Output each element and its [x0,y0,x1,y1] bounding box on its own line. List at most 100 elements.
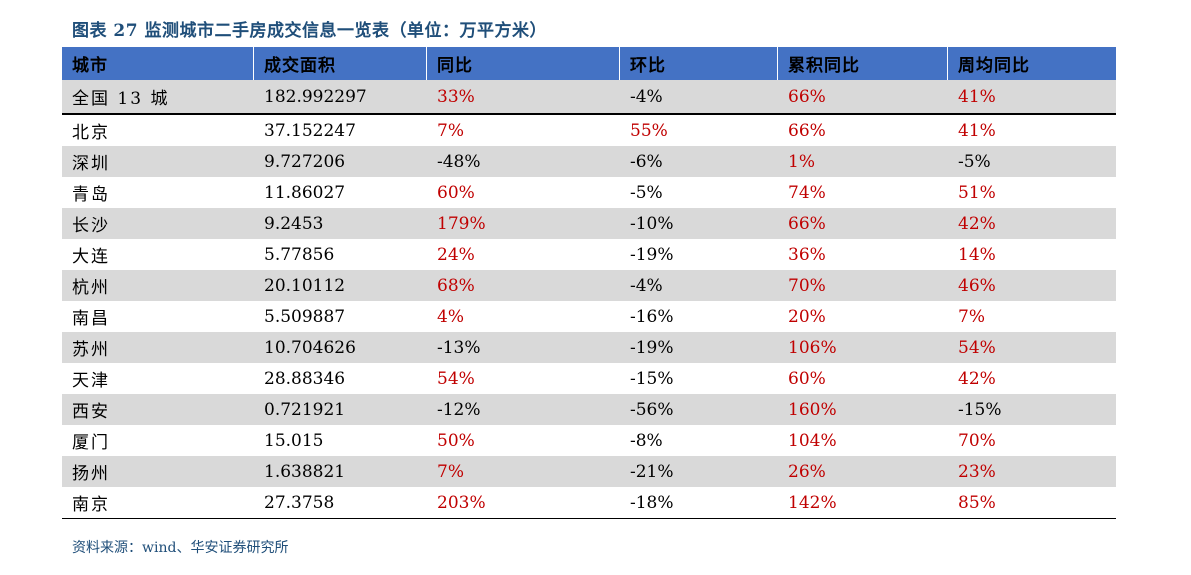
cell-weekly-avg-yoy: 14% [958,244,996,265]
cell-mom: -6% [630,151,663,172]
cell-area: 27.3758 [264,492,335,513]
cell-area: 15.015 [264,430,324,451]
cell-yoy: 203% [437,492,486,513]
cell-mom: -4% [630,86,663,107]
cell-cumulative-yoy: 104% [788,430,837,451]
cell-city: 长沙 [72,216,110,236]
header-city: 城市 [62,47,254,80]
cell-weekly-avg-yoy: 42% [958,213,996,234]
cell-city: 南京 [72,495,110,515]
cell-yoy: 60% [437,182,475,203]
cell-weekly-avg-yoy: 23% [958,461,996,482]
cell-city: 扬州 [72,464,110,484]
table-row: 厦门 15.015 50% -8% 104% 70% [62,425,1116,456]
cell-yoy: -12% [437,399,481,420]
table-row: 杭州 20.10112 68% -4% 70% 46% [62,270,1116,301]
table-row: 深圳 9.727206 -48% -6% 1% -5% [62,146,1116,177]
table-row: 西安 0.721921 -12% -56% 160% -15% [62,394,1116,425]
cell-cumulative-yoy: 36% [788,244,826,265]
cell-cumulative-yoy: 66% [788,86,826,107]
cell-yoy: 24% [437,244,475,265]
cell-mom: -8% [630,430,663,451]
header-area: 成交面积 [254,47,427,80]
cell-cumulative-yoy: 1% [788,151,815,172]
source-note: 资料来源：wind、华安证券研究所 [72,540,289,556]
cell-mom: -56% [630,399,674,420]
cell-mom: -4% [630,275,663,296]
table-row: 南昌 5.509887 4% -16% 20% 7% [62,301,1116,332]
table-body: 全国 13 城 182.992297 33% -4% 66% 41% 北京 37.152247… [62,80,1116,518]
cell-mom: -16% [630,306,674,327]
table-row: 青岛 11.86027 60% -5% 74% 51% [62,177,1116,208]
cell-cumulative-yoy: 142% [788,492,837,513]
cell-area: 11.86027 [264,182,346,203]
header-weekly-avg-yoy: 周均同比 [958,56,1030,76]
cell-mom: -21% [630,461,674,482]
cell-mom: 55% [630,120,668,141]
housing-table: 城市 成交面积 同比 环比 累积同比 周均同比 全国 13 城 182.99229… [62,47,1116,519]
cell-city: 深圳 [72,154,110,174]
cell-area: 20.10112 [264,275,346,296]
cell-mom: -15% [630,368,674,389]
figure-title: 图表 27 监测城市二手房成交信息一览表（单位：万平方米） [72,21,547,41]
cell-mom: -5% [630,182,663,203]
table-row: 大连 5.77856 24% -19% 36% 14% [62,239,1116,270]
cell-city: 西安 [72,402,110,422]
table-row: 北京 37.152247 7% 55% 66% 41% [62,115,1116,146]
cell-cumulative-yoy: 60% [788,368,826,389]
cell-weekly-avg-yoy: 54% [958,337,996,358]
cell-cumulative-yoy: 70% [788,275,826,296]
header-yoy: 同比 [427,47,620,80]
table-row: 天津 28.88346 54% -15% 60% 42% [62,363,1116,394]
cell-area: 182.992297 [264,86,367,107]
cell-cumulative-yoy: 20% [788,306,826,327]
table-row: 扬州 1.638821 7% -21% 26% 23% [62,456,1116,487]
cell-mom: -10% [630,213,674,234]
cell-cumulative-yoy: 26% [788,461,826,482]
cell-area: 28.88346 [264,368,346,389]
cell-city: 苏州 [72,340,110,360]
header-mom: 环比 [620,47,778,80]
cell-yoy: -13% [437,337,481,358]
cell-city: 全国 13 城 [72,89,170,109]
cell-mom: -19% [630,337,674,358]
cell-city: 厦门 [72,433,110,453]
table-bottom-rule [62,518,1116,519]
cell-city: 大连 [72,247,110,267]
table-row: 苏州 10.704626 -13% -19% 106% 54% [62,332,1116,363]
cell-area: 1.638821 [264,461,346,482]
cell-yoy: 179% [437,213,486,234]
cell-mom: -18% [630,492,674,513]
cell-weekly-avg-yoy: -5% [958,151,991,172]
cell-cumulative-yoy: 66% [788,120,826,141]
cell-weekly-avg-yoy: 46% [958,275,996,296]
cell-area: 37.152247 [264,120,356,141]
cell-yoy: 54% [437,368,475,389]
cell-yoy: 7% [437,120,464,141]
cell-cumulative-yoy: 74% [788,182,826,203]
cell-yoy: 50% [437,430,475,451]
cell-weekly-avg-yoy: -15% [958,399,1002,420]
cell-mom: -19% [630,244,674,265]
cell-cumulative-yoy: 160% [788,399,837,420]
table-header: 城市 成交面积 同比 环比 累积同比 周均同比 [62,47,1116,80]
cell-area: 9.727206 [264,151,346,172]
cell-area: 10.704626 [264,337,356,358]
cell-yoy: 4% [437,306,464,327]
cell-yoy: 68% [437,275,475,296]
cell-weekly-avg-yoy: 85% [958,492,996,513]
cell-area: 5.509887 [264,306,346,327]
cell-weekly-avg-yoy: 42% [958,368,996,389]
cell-yoy: 33% [437,86,475,107]
cell-weekly-avg-yoy: 41% [958,86,996,107]
cell-yoy: -48% [437,151,481,172]
cell-weekly-avg-yoy: 70% [958,430,996,451]
cell-weekly-avg-yoy: 7% [958,306,985,327]
table-row: 长沙 9.2453 179% -10% 66% 42% [62,208,1116,239]
cell-city: 杭州 [72,278,110,298]
cell-area: 5.77856 [264,244,335,265]
table-row-total: 全国 13 城 182.992297 33% -4% 66% 41% [62,80,1116,115]
cell-cumulative-yoy: 106% [788,337,837,358]
cell-city: 南昌 [72,309,110,329]
cell-weekly-avg-yoy: 51% [958,182,996,203]
